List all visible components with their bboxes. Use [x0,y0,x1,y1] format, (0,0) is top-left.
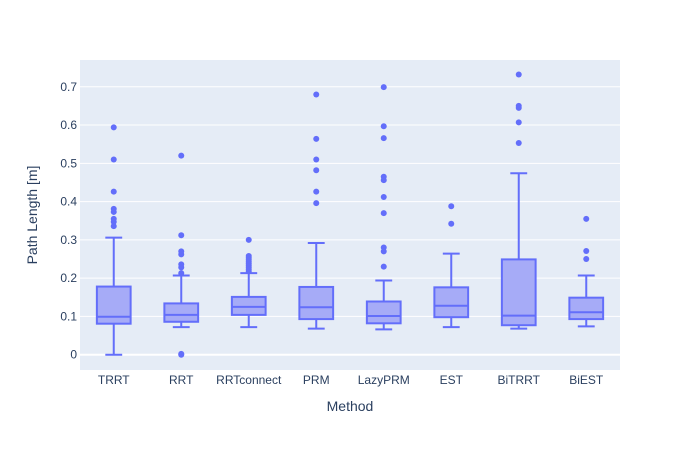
outlier-point [583,215,590,222]
outlier-point [178,270,185,277]
outlier-point [515,119,522,126]
outlier-point [380,210,387,217]
outlier-point [448,220,455,227]
outlier-point [245,252,252,259]
outlier-point [583,256,590,263]
outlier-point [380,194,387,201]
x-tick-label: BiTRRT [498,373,541,387]
outlier-point [178,232,185,239]
iqr-box [365,300,402,325]
outlier-point [515,102,522,109]
box-est [433,203,470,329]
outlier-point [380,173,387,180]
y-tick-label: 0.7 [60,80,77,94]
x-tick-label: PRM [303,373,330,387]
y-tick-label: 0.5 [60,156,77,170]
outlier-point [178,248,185,255]
x-axis-ticks: TRRT RRT RRTconnect PRM LazyPRM EST BiTRRT BiES… [98,373,604,387]
outlier-point [178,152,185,159]
iqr-box [95,285,132,325]
x-tick-label: EST [440,373,464,387]
outlier-point [110,205,117,212]
box-rrt [163,152,200,358]
outlier-point [380,135,387,142]
outlier-point [583,247,590,254]
y-tick-label: 0.4 [60,195,77,209]
outlier-point [313,91,320,98]
y-axis-ticks: 0 0.1 0.2 0.3 0.4 0.5 0.6 0.7 [60,80,77,362]
outlier-point [313,135,320,142]
outlier-point [515,71,522,78]
box-rrtconnect [230,236,267,329]
x-tick-label: BiEST [569,373,604,387]
box-lazyprm [365,84,402,331]
outlier-point [380,123,387,130]
x-tick-label: RRTconnect [216,373,282,387]
outlier-point [110,124,117,131]
outlier-point [245,236,252,243]
outlier-point [178,261,185,268]
iqr-box [500,258,537,327]
outlier-point [380,84,387,91]
iqr-box [568,296,605,321]
x-tick-label: TRRT [98,373,130,387]
iqr-box [298,285,335,321]
outlier-point [110,223,117,230]
outlier-point [313,188,320,195]
plot-background [80,60,620,370]
y-tick-label: 0 [70,348,77,362]
outlier-point [313,200,320,207]
x-tick-label: LazyPRM [358,373,410,387]
y-tick-label: 0.1 [60,309,77,323]
outlier-point [313,156,320,163]
outlier-point [380,244,387,251]
x-axis-title: Method [327,398,374,414]
outlier-point [110,156,117,163]
outlier-point [448,203,455,210]
y-tick-label: 0.3 [60,233,77,247]
boxes [95,71,605,358]
y-tick-label: 0.2 [60,271,77,285]
box-prm [298,91,335,330]
box-bitrrt [500,71,537,330]
box-biest [568,215,605,328]
outlier-point [178,350,185,357]
x-tick-label: RRT [169,373,194,387]
outlier-point [110,188,117,195]
iqr-box [433,286,470,319]
outlier-point [313,167,320,174]
box-trrt [95,124,132,356]
y-axis-title: Path Length [m] [24,166,40,265]
outlier-point [380,263,387,270]
y-tick-label: 0.6 [60,118,77,132]
outlier-point [110,215,117,222]
outlier-point [515,140,522,147]
iqr-box [163,302,200,323]
